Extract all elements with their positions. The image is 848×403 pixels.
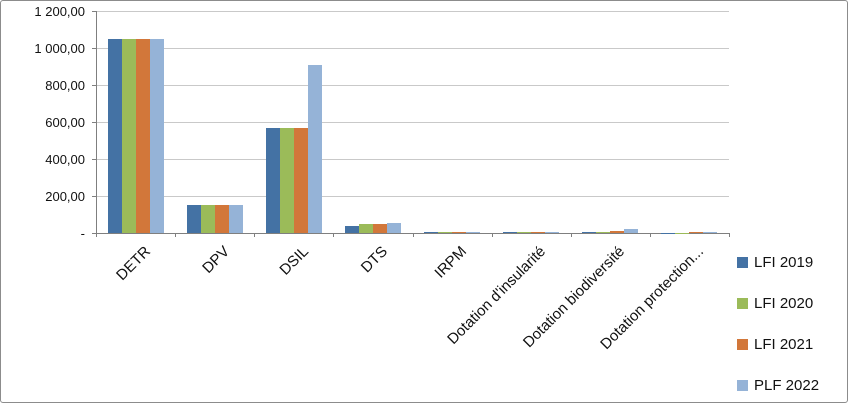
bar-lfi-2019 [265,127,280,233]
bar-plf-2022 [624,228,639,233]
bar-lfi-2021 [452,232,467,233]
y-tick-mark [92,85,96,86]
x-category-label: DPV [198,243,233,277]
legend-item: PLF 2022 [737,377,819,394]
x-tick-mark [333,233,335,237]
y-tick-label: 600,00 [45,114,85,130]
legend-label: LFI 2021 [754,336,814,353]
bar-plf-2022 [228,205,243,233]
bar-lfi-2020 [517,232,532,233]
x-category-label: DTS [357,243,391,277]
bar-lfi-2021 [531,232,546,233]
gridline [96,196,729,197]
gridline [96,11,729,12]
x-tick-mark [254,233,256,237]
legend-item: LFI 2020 [737,295,813,312]
y-tick-label: 800,00 [45,77,85,93]
legend-label: LFI 2019 [754,254,814,271]
y-tick-mark [92,196,96,197]
bar-plf-2022 [386,223,401,233]
bar-lfi-2021 [214,205,229,233]
y-tick-mark [92,48,96,49]
bar-lfi-2020 [121,39,136,233]
bar-lfi-2021 [610,231,625,233]
gridline [96,122,729,123]
bar-lfi-2019 [661,232,676,233]
gridline [96,85,729,86]
x-tick-mark [729,233,730,237]
y-tick-mark [92,233,96,234]
y-tick-label: 1 200,00 [34,3,85,19]
legend-label: LFI 2020 [754,295,814,312]
x-tick-mark [96,233,97,237]
x-tick-mark [491,233,493,237]
gridline [96,48,729,49]
y-tick-mark [92,11,96,12]
bar-plf-2022 [703,232,718,233]
bar-lfi-2020 [200,205,215,233]
bar-plf-2022 [545,232,560,233]
x-tick-mark [175,233,177,237]
bar-lfi-2020 [358,224,373,233]
y-tick-mark [92,122,96,123]
y-axis-line [96,11,97,233]
gridline [96,159,729,160]
y-tick-label: - [80,225,85,241]
legend-item: LFI 2019 [737,254,813,271]
bar-lfi-2021 [293,127,308,233]
bar-lfi-2019 [503,232,518,233]
legend-item: LFI 2021 [737,336,813,353]
legend-label: PLF 2022 [754,377,820,394]
bar-plf-2022 [307,65,322,233]
bar-lfi-2020 [279,127,294,233]
bar-lfi-2021 [372,224,387,233]
legend-swatch [737,339,748,350]
y-tick-mark [92,159,96,160]
y-tick-label: 1 000,00 [34,40,85,56]
bar-plf-2022 [149,39,164,233]
bar-lfi-2019 [107,39,122,233]
x-tick-mark [649,233,651,237]
x-category-label: IRPM [431,243,471,282]
bar-lfi-2021 [135,39,150,233]
bar-lfi-2020 [596,232,611,233]
legend-swatch [737,380,748,391]
y-tick-label: 200,00 [45,188,85,204]
bar-lfi-2019 [424,232,439,233]
y-tick-label: 400,00 [45,151,85,167]
x-category-label: DSIL [276,243,312,279]
legend-swatch [737,257,748,268]
bar-lfi-2020 [675,232,690,233]
bar-lfi-2020 [438,232,453,233]
x-tick-mark [412,233,414,237]
bar-lfi-2019 [344,225,359,233]
bar-lfi-2021 [689,232,704,233]
bar-plf-2022 [466,232,481,233]
bar-lfi-2019 [186,205,201,233]
legend-swatch [737,298,748,309]
bar-lfi-2019 [582,232,597,233]
x-tick-mark [570,233,572,237]
x-category-label: DETR [112,243,154,284]
